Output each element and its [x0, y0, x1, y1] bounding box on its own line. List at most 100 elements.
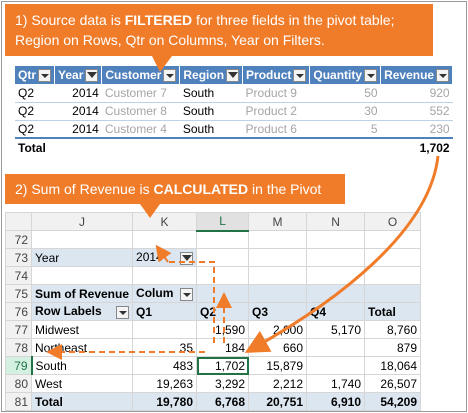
filter-dropdown-icon[interactable]: [163, 69, 177, 83]
filter-applied-icon[interactable]: [226, 69, 240, 83]
column-header-j[interactable]: J: [30, 212, 134, 231]
cell-region[interactable]: South: [179, 120, 243, 139]
col-header-customer[interactable]: Customer: [101, 66, 181, 84]
row-header[interactable]: 80: [5, 374, 32, 393]
selected-cell-south-q2[interactable]: 1,702: [196, 356, 250, 375]
cell-quantity[interactable]: 50: [309, 84, 381, 103]
pivot-cell[interactable]: [306, 356, 366, 375]
pivot-cell[interactable]: 5,170: [306, 320, 366, 339]
row-header[interactable]: 74: [5, 266, 32, 285]
pivot-row-label[interactable]: South: [30, 356, 134, 375]
pivot-cell[interactable]: 15,879: [248, 356, 308, 375]
pivot-grand-total-row: 81 Total 19,780 6,768 20,751 6,910 54,20…: [5, 392, 422, 411]
pivot-col-q3[interactable]: Q3: [248, 302, 308, 321]
pivot-column-labels[interactable]: Colum: [132, 284, 198, 303]
cell-customer[interactable]: Customer 7: [101, 84, 180, 103]
pivot-row-label[interactable]: Northeast: [30, 338, 134, 357]
row-header[interactable]: 78: [5, 338, 32, 357]
pivot-cell[interactable]: 1,740: [306, 374, 366, 393]
column-header-m[interactable]: M: [248, 212, 308, 231]
cell-quantity[interactable]: 30: [309, 102, 381, 121]
cell-quantity[interactable]: 5: [309, 120, 381, 139]
col-header-region[interactable]: Region: [179, 66, 244, 84]
pivot-cell[interactable]: 3,292: [196, 374, 250, 393]
pivot-col-q4[interactable]: Q4: [306, 302, 366, 321]
row-header-selected[interactable]: 79: [5, 356, 33, 375]
cell-year[interactable]: 2014: [54, 84, 102, 103]
pivot-cell[interactable]: 19,263: [132, 374, 198, 393]
pivot-row-label[interactable]: Midwest: [30, 320, 134, 339]
column-header-k[interactable]: K: [132, 212, 198, 231]
chevron-down-icon[interactable]: [116, 306, 130, 319]
pivot-cell[interactable]: 2,212: [248, 374, 308, 393]
table-row: Q2 2014 Customer 8 South Product 2 30 55…: [15, 102, 453, 121]
pivot-cell[interactable]: 1,590: [196, 320, 250, 339]
pivot-cell[interactable]: 35: [132, 338, 198, 357]
pivot-cell[interactable]: 660: [248, 338, 308, 357]
pivot-row-label[interactable]: West: [30, 374, 134, 393]
pivot-cell[interactable]: 2,000: [248, 320, 308, 339]
pivot-value-label[interactable]: Sum of Revenue: [30, 284, 134, 303]
pivot-cell[interactable]: 184: [196, 338, 250, 357]
pivot-total-cell[interactable]: 20,751: [248, 392, 308, 411]
pivot-filter-value[interactable]: 2014: [132, 248, 198, 267]
pivot-filter-label[interactable]: Year: [30, 248, 134, 267]
cell-year[interactable]: 2014: [54, 102, 102, 121]
pivot-cell[interactable]: [306, 338, 366, 357]
pivot-total-cell[interactable]: 19,780: [132, 392, 198, 411]
cell-year[interactable]: 2014: [54, 120, 102, 139]
row-header[interactable]: 72: [5, 230, 32, 249]
cell-region[interactable]: South: [179, 84, 243, 103]
select-all-corner[interactable]: [5, 212, 32, 231]
filter-dropdown-icon[interactable]: [38, 69, 51, 83]
col-header-product[interactable]: Product: [242, 66, 311, 84]
pivot-cell-total[interactable]: 18,064: [364, 356, 422, 375]
pivot-cell-total[interactable]: 879: [364, 338, 422, 357]
pivot-row-labels[interactable]: Row Labels: [30, 302, 134, 321]
pivot-cell[interactable]: 483: [132, 356, 198, 375]
pivot-grand-total[interactable]: 54,209: [364, 392, 422, 411]
pivot-cell[interactable]: [132, 320, 198, 339]
pivot-col-total[interactable]: Total: [364, 302, 422, 321]
cell-revenue[interactable]: 920: [380, 84, 453, 103]
col-header-qtr[interactable]: Qtr: [15, 66, 55, 84]
pivot-total-cell[interactable]: 6,910: [306, 392, 366, 411]
filter-dropdown-icon[interactable]: [364, 69, 378, 83]
total-revenue-value[interactable]: 1,702: [380, 137, 453, 156]
row-header[interactable]: 75: [5, 284, 32, 303]
chevron-down-icon[interactable]: [180, 288, 194, 301]
cell-revenue[interactable]: 552: [380, 102, 453, 121]
row-header[interactable]: 76: [5, 302, 32, 321]
col-header-quantity[interactable]: Quantity: [309, 66, 382, 84]
pivot-total-label[interactable]: Total: [30, 392, 134, 411]
cell-product[interactable]: Product 2: [242, 102, 310, 121]
cell-qtr[interactable]: Q2: [15, 84, 55, 103]
row-header[interactable]: 81: [5, 392, 32, 411]
filter-applied-icon[interactable]: [85, 69, 99, 83]
pivot-col-q2[interactable]: Q2: [196, 302, 250, 321]
cell-product[interactable]: Product 6: [242, 120, 310, 139]
cell-qtr[interactable]: Q2: [15, 120, 55, 139]
cell-revenue[interactable]: 230: [380, 120, 453, 139]
cell-region[interactable]: South: [179, 102, 243, 121]
column-header-l[interactable]: L: [196, 212, 250, 232]
filter-dropdown-icon[interactable]: [436, 69, 450, 83]
pivot-col-q1[interactable]: Q1: [132, 302, 198, 321]
source-data-table: Qtr Year Customer Region Product Quantit…: [15, 66, 454, 156]
row-header[interactable]: 73: [5, 248, 32, 267]
cell-qtr[interactable]: Q2: [15, 102, 55, 121]
column-header-n[interactable]: N: [306, 212, 366, 231]
row-header[interactable]: 77: [5, 320, 32, 339]
total-label[interactable]: Total: [15, 137, 55, 156]
pivot-cell-total[interactable]: 26,507: [364, 374, 422, 393]
filter-dropdown-icon[interactable]: [293, 69, 307, 83]
cell-customer[interactable]: Customer 8: [101, 102, 180, 121]
pivot-total-cell[interactable]: 6,768: [196, 392, 250, 411]
col-header-revenue[interactable]: Revenue: [380, 66, 454, 84]
filter-applied-icon[interactable]: [180, 252, 194, 265]
cell-customer[interactable]: Customer 4: [101, 120, 180, 139]
pivot-cell-total[interactable]: 8,760: [364, 320, 422, 339]
cell-product[interactable]: Product 9: [242, 84, 310, 103]
column-header-o[interactable]: O: [364, 212, 422, 231]
col-header-year[interactable]: Year: [54, 66, 103, 84]
